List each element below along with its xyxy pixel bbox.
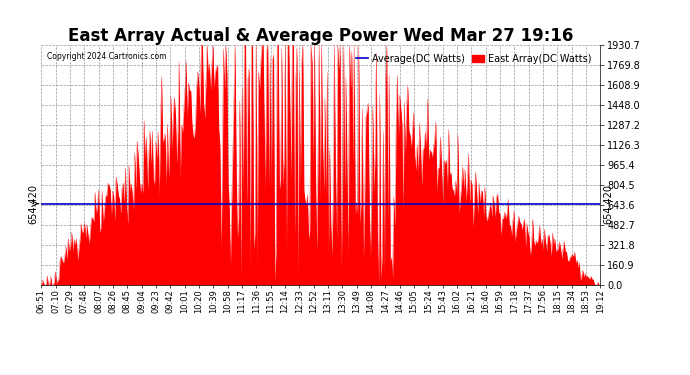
Text: 654.420: 654.420 — [28, 184, 39, 224]
Text: Copyright 2024 Cartronics.com: Copyright 2024 Cartronics.com — [47, 52, 166, 61]
Legend: Average(DC Watts), East Array(DC Watts): Average(DC Watts), East Array(DC Watts) — [353, 50, 595, 68]
Title: East Array Actual & Average Power Wed Mar 27 19:16: East Array Actual & Average Power Wed Ma… — [68, 27, 573, 45]
Text: 654.420: 654.420 — [603, 184, 613, 224]
